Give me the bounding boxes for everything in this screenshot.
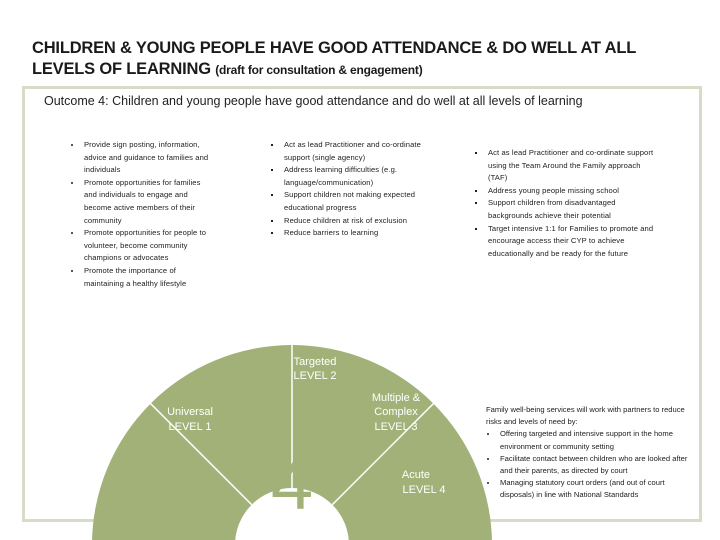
targeted-name: Targeted — [294, 356, 337, 368]
title-subtitle: (draft for consultation & engagement) — [215, 63, 423, 77]
divider-line — [150, 403, 253, 506]
targeted-item: Reduce children at risk of exclusion — [282, 215, 432, 228]
acute-item: Offering targeted and intensive support … — [498, 428, 696, 452]
acute-level: LEVEL 4 — [402, 484, 445, 496]
universal-name: Universal — [167, 406, 213, 418]
universal-item: Promote opportunities for people to volu… — [82, 227, 212, 265]
acute-intro: Family well-being services will work wit… — [486, 405, 685, 427]
multiple-complex-item: Act as lead Practitioner and co-ordinate… — [486, 147, 656, 185]
outcome-statement: Outcome 4: Children and young people hav… — [44, 94, 583, 108]
multiple-complex-name: Multiple & — [372, 392, 421, 404]
multiple-complex-list: Act as lead Practitioner and co-ordinate… — [474, 147, 656, 260]
universal-item: Promote the importance of maintaining a … — [82, 265, 212, 290]
targeted-list: Act as lead Practitioner and co-ordinate… — [270, 139, 432, 240]
acute-item: Managing statutory court orders (and out… — [498, 477, 696, 501]
universal-item: Promote opportunities for families and i… — [82, 177, 212, 227]
multiple-complex-item: Address young people missing school — [486, 185, 656, 198]
targeted-item: Reduce barriers to learning — [282, 227, 432, 240]
universal-level: LEVEL 1 — [168, 421, 211, 433]
universal-list: Provide sign posting, information, advic… — [70, 139, 212, 290]
page-title: CHILDREN & YOUNG PEOPLE HAVE GOOD ATTEND… — [32, 38, 702, 81]
inner-semicircle — [235, 488, 349, 540]
multiple-complex-level: LEVEL 3 — [374, 421, 417, 433]
multiple-complex-item: Support children from disadvantaged back… — [486, 197, 656, 222]
multiple-complex-name-line2: Complex — [374, 406, 418, 418]
title-main: CHILDREN & YOUNG PEOPLE HAVE GOOD ATTEND… — [32, 39, 636, 78]
acute-name: Acute — [402, 469, 430, 481]
targeted-item: Support children not making expected edu… — [282, 189, 432, 214]
acute-item: Facilitate contact between children who … — [498, 453, 696, 477]
acute-list: Family well-being services will work wit… — [486, 404, 696, 502]
centre-number: 4 — [271, 441, 313, 526]
targeted-item: Act as lead Practitioner and co-ordinate… — [282, 139, 432, 164]
multiple-complex-item: Target intensive 1:1 for Families to pro… — [486, 223, 656, 261]
targeted-item: Address learning difficulties (e.g. lang… — [282, 164, 432, 189]
targeted-level: LEVEL 2 — [293, 370, 336, 382]
universal-item: Provide sign posting, information, advic… — [82, 139, 212, 177]
divider-line — [331, 403, 434, 506]
